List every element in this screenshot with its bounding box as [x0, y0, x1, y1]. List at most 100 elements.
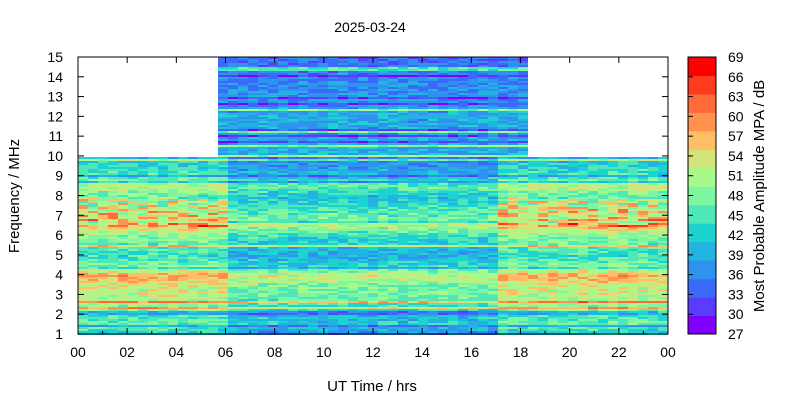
heatmap-cell [408, 179, 418, 181]
heatmap-cell [348, 201, 358, 203]
heatmap-cell [138, 207, 148, 209]
heatmap-cell [578, 239, 588, 241]
heatmap-cell [618, 191, 628, 193]
heatmap-cell [438, 189, 448, 191]
heatmap-cell [598, 171, 608, 173]
heatmap-cell [358, 215, 368, 217]
heatmap-cell [208, 167, 218, 169]
heatmap-cell [488, 207, 498, 209]
heatmap-cell [188, 209, 198, 211]
heatmap-cell [278, 169, 288, 171]
heatmap-cell [368, 225, 378, 227]
heatmap-cell [408, 89, 418, 91]
heatmap-cell [398, 71, 408, 73]
heatmap-cell [168, 211, 178, 213]
heatmap-cell [348, 85, 358, 87]
heatmap-cell [438, 89, 448, 91]
heatmap-cell [338, 89, 348, 91]
heatmap-cell [88, 259, 98, 261]
heatmap-cell [338, 73, 348, 75]
heatmap-cell [148, 241, 158, 243]
heatmap-cell [608, 163, 618, 165]
heatmap-cell [518, 257, 528, 259]
heatmap-cell [638, 163, 648, 165]
heatmap-cell [498, 109, 508, 111]
heatmap-cell [408, 95, 418, 97]
heatmap-cell [468, 257, 478, 259]
heatmap-cell [188, 223, 198, 225]
heatmap-cell [168, 179, 178, 181]
heatmap-cell [528, 231, 538, 233]
heatmap-cell [638, 195, 648, 197]
heatmap-cell [488, 177, 498, 179]
heatmap-cell [548, 173, 558, 175]
heatmap-cell [358, 191, 368, 193]
heatmap-cell [618, 223, 628, 225]
heatmap-cell [358, 125, 368, 127]
heatmap-cell [378, 129, 388, 131]
heatmap-cell [408, 223, 418, 225]
heatmap-cell [448, 57, 458, 59]
heatmap-cell [378, 245, 388, 247]
heatmap-cell [358, 203, 368, 205]
heatmap-cell [258, 151, 268, 153]
heatmap-cell [388, 121, 398, 123]
heatmap-cell [648, 219, 658, 221]
heatmap-cell [358, 69, 368, 71]
heatmap-cell [158, 167, 168, 169]
heatmap-cell [448, 173, 458, 175]
heatmap-cell [648, 257, 658, 259]
heatmap-cell [238, 189, 248, 191]
heatmap-cell [108, 259, 118, 261]
heatmap-cell [238, 91, 248, 93]
heatmap-cell [438, 169, 448, 171]
heatmap-cell [268, 273, 278, 275]
heatmap-cell [388, 195, 398, 197]
heatmap-cell [508, 227, 518, 229]
heatmap-cell [338, 251, 348, 253]
heatmap-cell [108, 271, 118, 273]
heatmap-cell [298, 201, 308, 203]
heatmap-cell [378, 227, 388, 229]
heatmap-cell [308, 99, 318, 101]
heatmap-cell [638, 201, 648, 203]
heatmap-cell [248, 191, 258, 193]
chart-title: 2025-03-24 [334, 19, 406, 35]
heatmap-cell [458, 159, 468, 161]
heatmap-cell [198, 173, 208, 175]
heatmap-cell [658, 255, 668, 257]
heatmap-cell [98, 163, 108, 165]
heatmap-cell [558, 215, 568, 217]
heatmap-cell [228, 147, 238, 149]
heatmap-cell [328, 129, 338, 131]
heatmap-cell [88, 203, 98, 205]
heatmap-cell [228, 221, 238, 223]
heatmap-cell [308, 111, 318, 113]
heatmap-cell [278, 203, 288, 205]
heatmap-cell [228, 235, 238, 237]
heatmap-cell [348, 139, 358, 141]
heatmap-cell [308, 185, 318, 187]
heatmap-cell [498, 169, 508, 171]
heatmap-cell [228, 251, 238, 253]
heatmap-cell [508, 259, 518, 261]
heatmap-cell [138, 195, 148, 197]
heatmap-cell [128, 267, 138, 269]
heatmap-cell [328, 271, 338, 273]
heatmap-cell [128, 165, 138, 167]
heatmap-cell [238, 143, 248, 145]
heatmap-cell [438, 137, 448, 139]
heatmap-cell [438, 225, 448, 227]
heatmap-cell [328, 79, 338, 81]
heatmap-cell [368, 219, 378, 221]
heatmap-cell [398, 67, 408, 69]
heatmap-cell [228, 199, 238, 201]
heatmap-cell [288, 85, 298, 87]
heatmap-cell [208, 219, 218, 221]
heatmap-cell [488, 259, 498, 261]
heatmap-cell [228, 257, 238, 259]
heatmap-cell [368, 81, 378, 83]
heatmap-cell [118, 257, 128, 259]
heatmap-cell [168, 263, 178, 265]
heatmap-cell [358, 147, 368, 149]
